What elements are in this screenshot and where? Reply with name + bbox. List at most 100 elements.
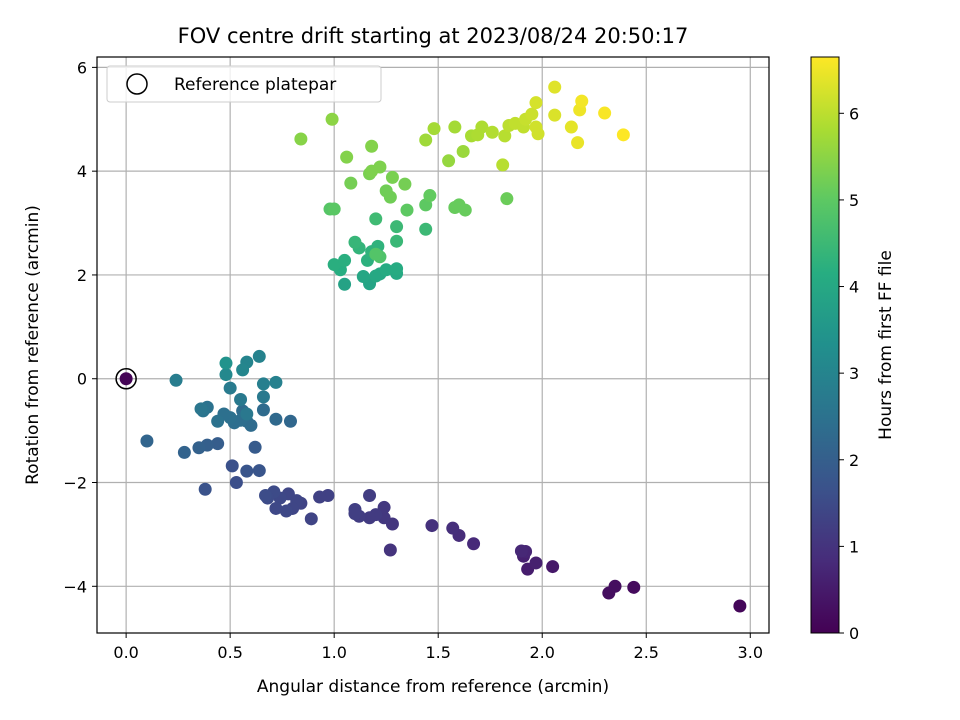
- data-point: [548, 80, 562, 94]
- data-point: [256, 390, 270, 404]
- y-tick-label: −4: [63, 577, 87, 596]
- data-point: [304, 512, 318, 526]
- data-point: [259, 488, 273, 502]
- data-point: [327, 258, 341, 272]
- data-point: [225, 459, 239, 473]
- plot-frame: [96, 56, 770, 634]
- data-point: [467, 537, 481, 551]
- data-point: [564, 120, 578, 134]
- data-point: [369, 247, 383, 261]
- data-point: [256, 403, 270, 417]
- data-point: [485, 125, 499, 139]
- data-point: [363, 511, 377, 525]
- colorbar-gradient: [811, 57, 839, 633]
- colorbar-label: Hours from first FF file: [876, 250, 896, 440]
- data-point: [211, 437, 225, 451]
- colorbar-tick-label: 3: [849, 364, 859, 383]
- data-point: [531, 127, 545, 141]
- data-point: [379, 263, 393, 277]
- data-point: [373, 160, 387, 174]
- data-point: [496, 158, 510, 172]
- data-point: [498, 129, 512, 143]
- x-tick-label: 0.0: [113, 643, 138, 662]
- data-point: [198, 482, 212, 496]
- y-tick-label: −2: [63, 474, 87, 493]
- data-point: [229, 476, 243, 490]
- data-point: [383, 543, 397, 557]
- x-tick-label: 2.5: [634, 643, 659, 662]
- data-point: [119, 372, 133, 386]
- data-point: [627, 580, 641, 594]
- data-point: [252, 349, 266, 363]
- data-point: [529, 96, 543, 110]
- data-point: [442, 154, 456, 168]
- x-axis-ticks: 0.0 0.5 1.0 1.5 2.0 2.5 3.0: [113, 633, 763, 662]
- data-point: [279, 504, 293, 518]
- colorbar-frame: [810, 56, 840, 634]
- data-point: [169, 373, 183, 387]
- colorbar-tick-label: 5: [849, 191, 859, 210]
- x-tick-label: 1.0: [321, 643, 346, 662]
- data-point: [448, 120, 462, 134]
- data-point: [348, 235, 362, 249]
- x-tick-label: 0.5: [217, 643, 242, 662]
- colorbar-tick-label: 4: [849, 278, 859, 297]
- data-point: [283, 414, 297, 428]
- data-point: [390, 220, 404, 234]
- y-tick-label: 4: [77, 162, 87, 181]
- data-point: [398, 177, 412, 191]
- legend-entry-reference-platepar: Reference platepar: [174, 75, 336, 95]
- data-point: [733, 599, 747, 613]
- x-tick-label: 1.5: [425, 643, 450, 662]
- x-tick-label: 2.0: [529, 643, 554, 662]
- data-point: [356, 270, 370, 284]
- data-point: [458, 203, 472, 217]
- data-point: [446, 521, 460, 535]
- reference-platepar-marker: [115, 367, 137, 390]
- data-point: [219, 368, 233, 382]
- colorbar: 0 1 2 3 4 5 6 Hours from first FF file: [810, 56, 896, 643]
- data-point: [423, 189, 437, 203]
- y-axis-ticks: −4 −2 0 2 4 6: [63, 58, 97, 596]
- data-point: [400, 203, 414, 217]
- data-point: [140, 434, 154, 448]
- data-points: [119, 80, 747, 613]
- data-point: [248, 440, 262, 454]
- y-tick-label: 0: [77, 370, 87, 389]
- data-point: [338, 277, 352, 291]
- data-point: [365, 139, 379, 153]
- data-point: [546, 560, 560, 574]
- data-point: [194, 402, 208, 416]
- data-point: [344, 176, 358, 190]
- colorbar-tick-label: 2: [849, 451, 859, 470]
- data-point: [269, 412, 283, 426]
- colorbar-ticks: 0 1 2 3 4 5 6: [839, 104, 859, 643]
- data-point: [223, 381, 237, 395]
- data-point: [525, 107, 539, 121]
- data-point: [419, 133, 433, 147]
- data-point: [548, 108, 562, 122]
- data-point: [340, 150, 354, 164]
- data-point: [252, 464, 266, 478]
- data-point: [325, 112, 339, 126]
- data-point: [514, 544, 528, 558]
- colorbar-tick-label: 0: [849, 624, 859, 643]
- data-point: [338, 253, 352, 267]
- data-point: [598, 106, 612, 120]
- y-axis-label: Rotation from reference (arcmin): [23, 205, 43, 485]
- data-point: [390, 262, 404, 276]
- x-axis-label: Angular distance from reference (arcmin): [257, 677, 609, 697]
- data-point: [219, 356, 233, 370]
- data-point: [427, 122, 441, 136]
- data-point: [419, 222, 433, 236]
- y-tick-label: 2: [77, 266, 87, 285]
- grid: [97, 57, 769, 633]
- data-point: [240, 464, 254, 478]
- data-point: [327, 202, 341, 216]
- data-point: [236, 363, 250, 377]
- data-point: [256, 377, 270, 391]
- colorbar-tick-label: 6: [849, 104, 859, 123]
- data-point: [529, 556, 543, 570]
- legend: Reference platepar: [106, 65, 382, 103]
